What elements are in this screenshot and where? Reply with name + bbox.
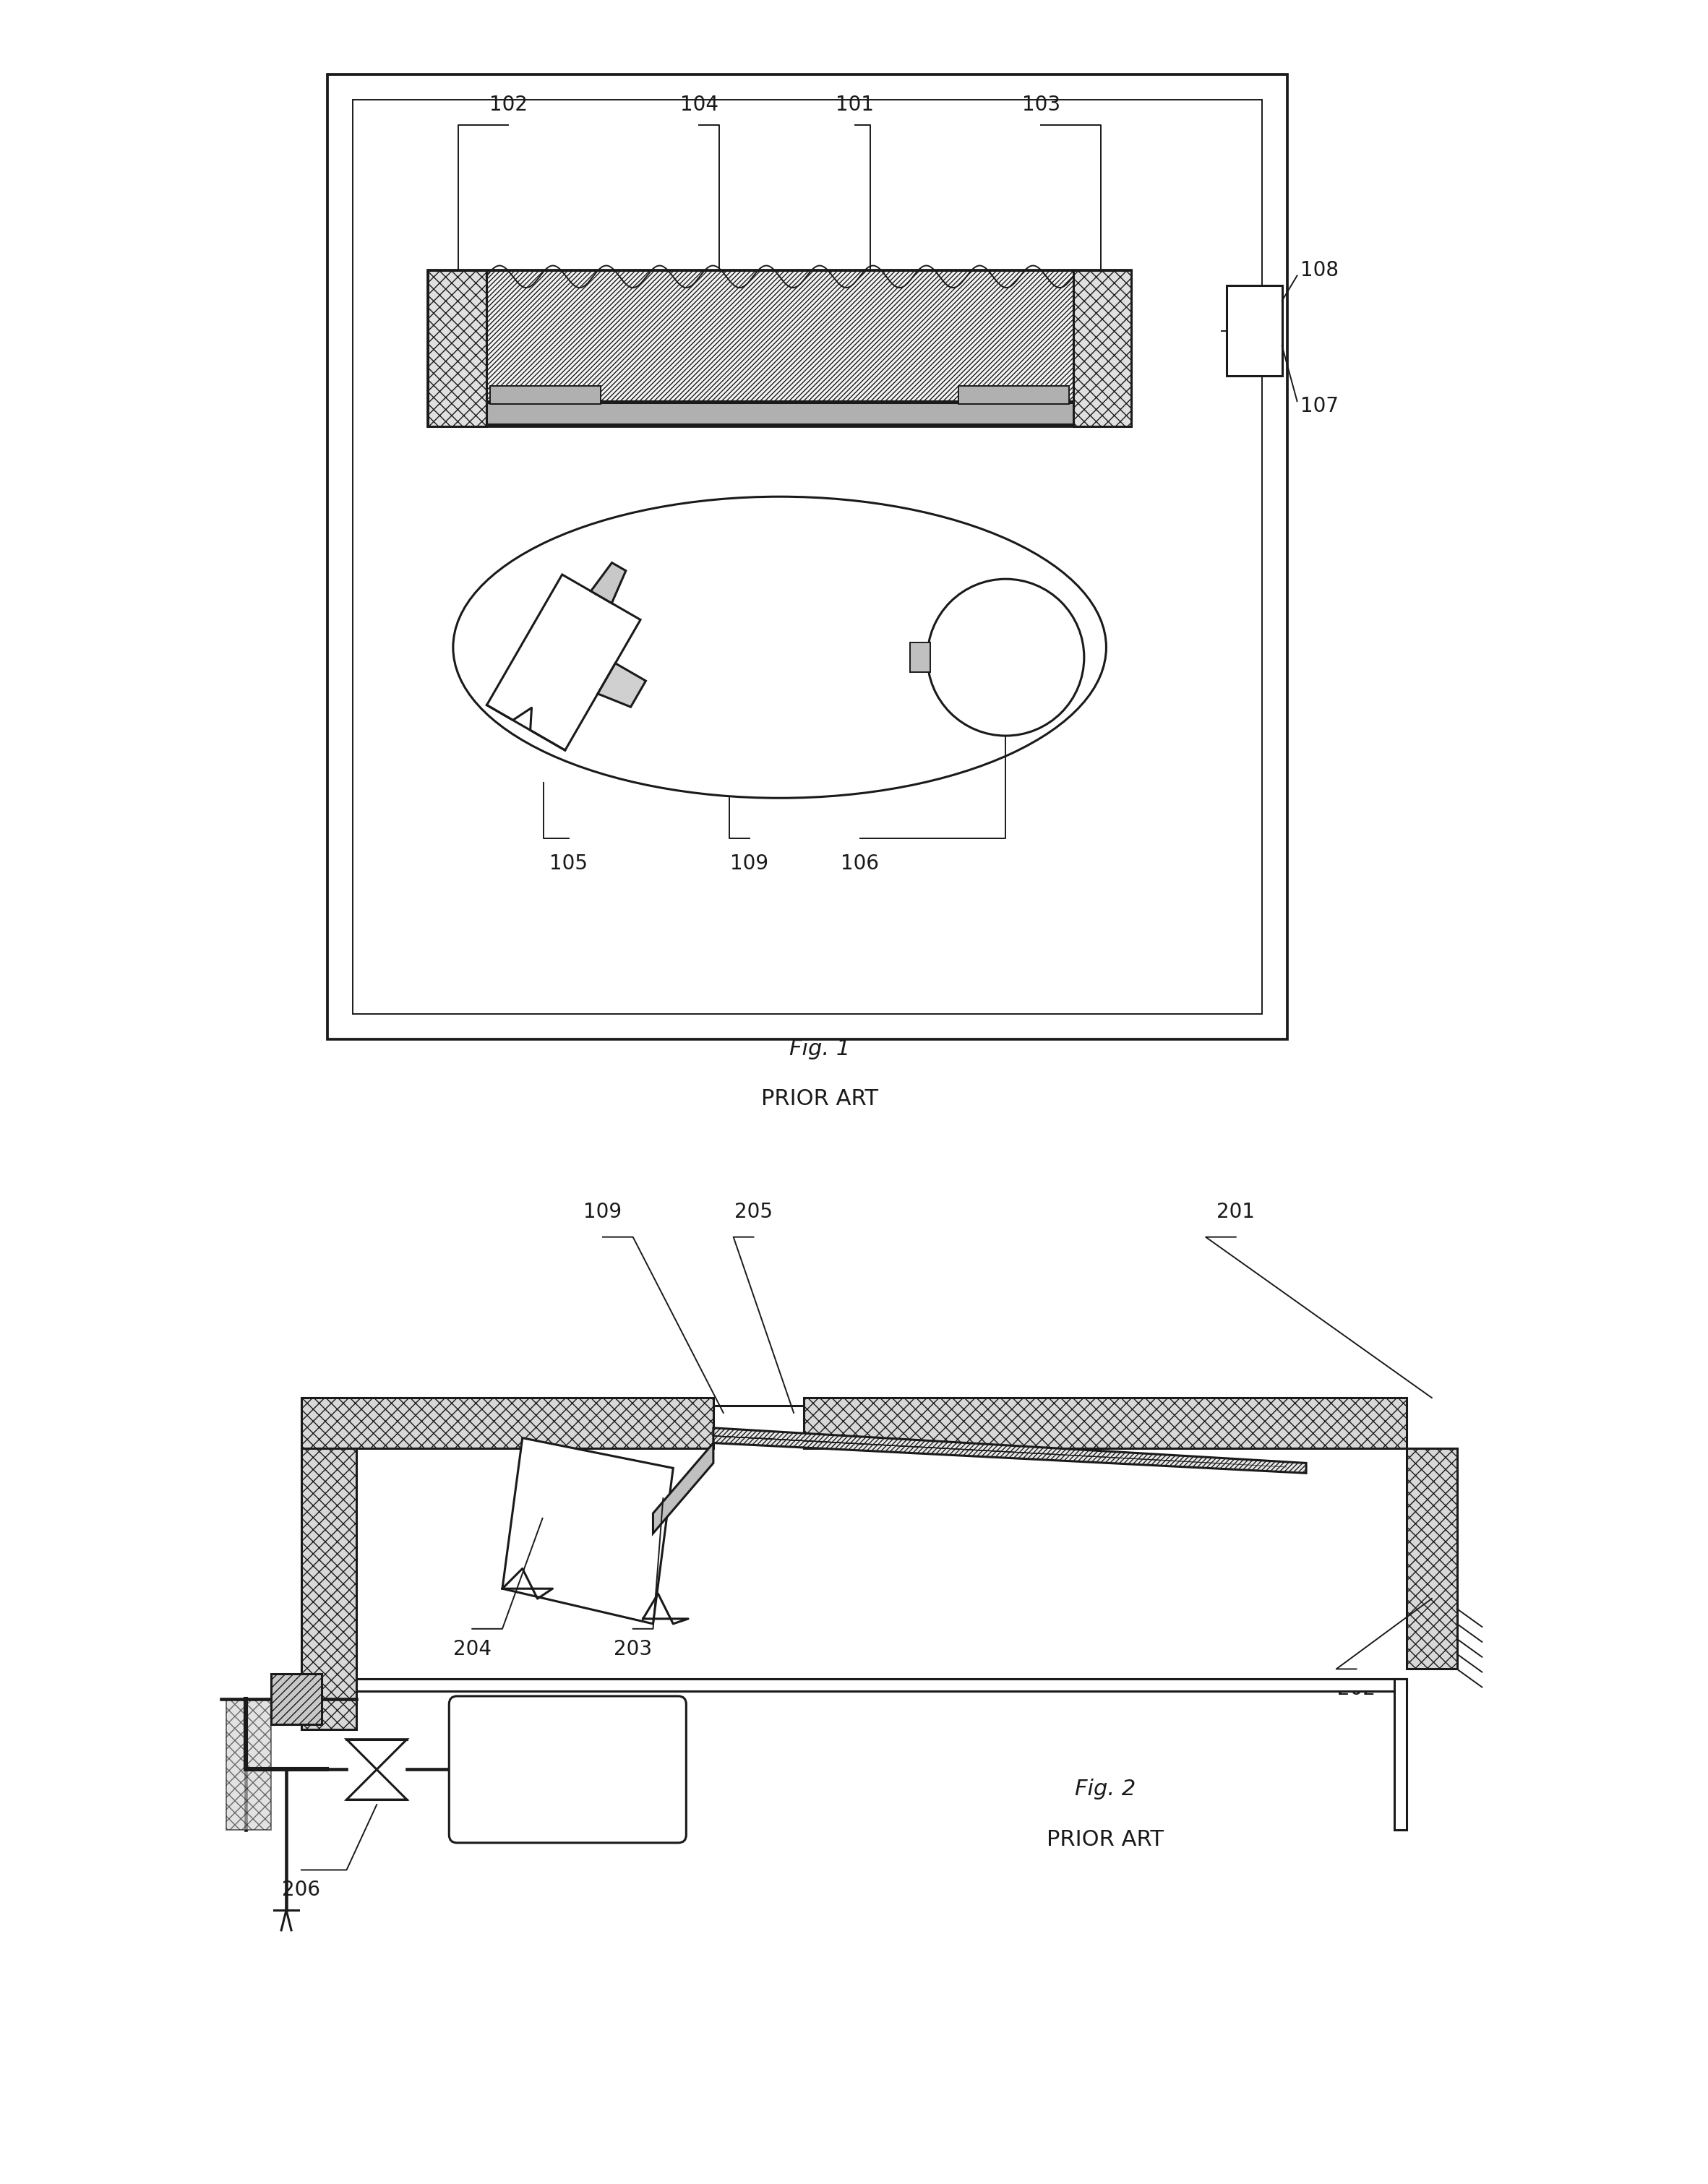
Bar bbox=[301, 1398, 714, 1448]
Bar bbox=[490, 387, 601, 404]
Polygon shape bbox=[347, 1738, 407, 1769]
Bar bbox=[429, 271, 487, 426]
Polygon shape bbox=[347, 1769, 407, 1800]
FancyBboxPatch shape bbox=[449, 1697, 687, 1843]
Text: 106: 106 bbox=[840, 854, 880, 874]
Bar bbox=[714, 1406, 804, 1439]
Text: 202: 202 bbox=[1337, 1679, 1375, 1699]
Bar bbox=[1073, 271, 1131, 426]
Text: 104: 104 bbox=[680, 94, 719, 116]
Text: 109: 109 bbox=[731, 854, 769, 874]
Text: 108: 108 bbox=[1300, 260, 1339, 282]
Bar bbox=[272, 1673, 321, 1723]
Text: 107: 107 bbox=[1300, 395, 1339, 417]
Bar bbox=[804, 1398, 1407, 1448]
Bar bbox=[1394, 1679, 1407, 1830]
Text: Fig. 1: Fig. 1 bbox=[789, 1037, 851, 1059]
Text: 205: 205 bbox=[734, 1201, 772, 1221]
Text: 201: 201 bbox=[1216, 1201, 1255, 1221]
Text: 203: 203 bbox=[613, 1638, 652, 1660]
Bar bbox=[910, 642, 931, 673]
Polygon shape bbox=[502, 1437, 673, 1623]
Text: 103: 103 bbox=[1021, 94, 1061, 116]
Bar bbox=[487, 574, 640, 751]
Bar bbox=[357, 1679, 1407, 1690]
Text: 102: 102 bbox=[488, 94, 528, 116]
Polygon shape bbox=[598, 664, 646, 708]
Polygon shape bbox=[1407, 1448, 1457, 1669]
Bar bbox=[958, 387, 1069, 404]
Text: 105: 105 bbox=[550, 854, 588, 874]
Polygon shape bbox=[714, 1428, 1307, 1472]
Bar bbox=[1226, 286, 1283, 376]
Text: He: He bbox=[547, 1754, 588, 1784]
Bar bbox=[225, 1699, 272, 1830]
Text: PRIOR ART: PRIOR ART bbox=[762, 1088, 878, 1109]
Text: 204: 204 bbox=[453, 1638, 492, 1660]
Text: Fig. 2: Fig. 2 bbox=[1074, 1778, 1136, 1800]
Polygon shape bbox=[301, 1448, 357, 1730]
Text: 206: 206 bbox=[282, 1880, 321, 1900]
Text: 101: 101 bbox=[835, 94, 874, 116]
Bar bbox=[487, 402, 1073, 424]
Polygon shape bbox=[591, 563, 625, 603]
Bar bbox=[429, 271, 1131, 426]
Circle shape bbox=[927, 579, 1085, 736]
Text: PRIOR ART: PRIOR ART bbox=[1047, 1828, 1163, 1850]
Bar bbox=[487, 271, 1073, 402]
Text: 109: 109 bbox=[584, 1201, 622, 1221]
Polygon shape bbox=[652, 1444, 714, 1533]
